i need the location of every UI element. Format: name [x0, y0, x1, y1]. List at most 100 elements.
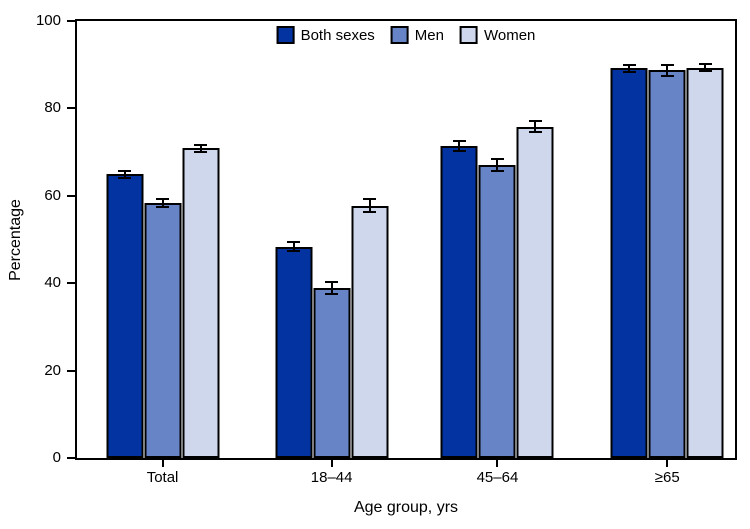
error-bar-cap-bottom: [325, 292, 339, 295]
y-axis-title: Percentage: [7, 199, 24, 281]
error-bar-cap-top: [698, 63, 712, 66]
error-bar-line: [496, 158, 499, 173]
legend-swatch: [276, 26, 295, 44]
error-bar-line: [292, 240, 295, 253]
error-bar: [660, 64, 674, 77]
y-tick-label: 40: [44, 274, 61, 292]
error-bar-cap-bottom: [287, 250, 301, 253]
error-bar: [194, 143, 208, 153]
y-tick-label: 0: [52, 449, 61, 466]
bar-group: [440, 21, 554, 458]
bar-group: [106, 21, 220, 458]
bar-men: [648, 64, 686, 458]
bar-group: [610, 21, 724, 458]
y-tick-mark: [67, 107, 75, 110]
bar-fill: [478, 165, 516, 458]
error-bar-cap-top: [660, 64, 674, 67]
error-bar: [528, 120, 542, 134]
error-bar-cap-bottom: [194, 150, 208, 153]
error-bar: [363, 198, 377, 214]
bar-men: [313, 280, 351, 458]
bar-women: [351, 198, 389, 458]
x-axis-title: Age group, yrs: [353, 499, 459, 516]
legend-item: Both sexes: [276, 26, 375, 44]
error-bar-cap-top: [118, 170, 132, 173]
x-tick-label: 18–44: [310, 469, 353, 486]
error-bar: [118, 170, 132, 179]
error-bar: [287, 240, 301, 253]
error-bar-cap-top: [287, 240, 301, 243]
error-bar-line: [199, 143, 202, 153]
bar-both-sexes: [440, 140, 478, 458]
error-bar-cap-top: [528, 120, 542, 123]
error-bar-line: [123, 170, 126, 179]
error-bar: [698, 63, 712, 73]
x-tick-mark: [161, 460, 164, 467]
error-bar-cap-bottom: [660, 74, 674, 77]
error-bar-cap-bottom: [622, 70, 636, 73]
x-tick-mark: [496, 460, 499, 467]
error-bar: [452, 140, 466, 152]
error-bar-cap-bottom: [118, 176, 132, 179]
bar-fill: [106, 174, 144, 458]
error-bar-cap-bottom: [490, 170, 504, 173]
error-bar-line: [161, 197, 164, 209]
y-tick-mark: [67, 282, 75, 285]
error-bar-line: [368, 198, 371, 214]
bar-men: [478, 158, 516, 458]
legend-label: Men: [414, 26, 444, 44]
bar-both-sexes: [610, 63, 648, 458]
bar-fill: [144, 202, 182, 458]
bar-fill: [610, 68, 648, 458]
error-bar: [156, 197, 170, 209]
bar-women: [516, 120, 554, 458]
bar-both-sexes: [106, 170, 144, 458]
error-bar-cap-bottom: [452, 149, 466, 152]
error-bar-cap-bottom: [363, 211, 377, 214]
x-tick-mark: [666, 460, 669, 467]
error-bar: [622, 63, 636, 73]
legend-swatch: [390, 26, 409, 44]
error-bar-cap-bottom: [156, 206, 170, 209]
y-tick-mark: [67, 457, 75, 459]
error-bar-line: [458, 140, 461, 152]
error-bar-cap-top: [363, 198, 377, 201]
y-tick-mark: [67, 20, 75, 22]
error-bar-cap-bottom: [698, 70, 712, 73]
bar-fill: [516, 126, 554, 458]
bar-fill: [275, 246, 313, 458]
bar-both-sexes: [275, 240, 313, 458]
error-bar-line: [704, 63, 707, 73]
bar-fill: [351, 205, 389, 458]
y-tick-label: 20: [44, 361, 61, 379]
bar-group: [275, 21, 389, 458]
y-tick-label: 80: [44, 99, 61, 117]
bar-fill: [648, 70, 686, 458]
legend-item: Men: [390, 26, 444, 44]
error-bar-cap-top: [156, 197, 170, 200]
legend-label: Both sexes: [300, 26, 375, 44]
error-bar-line: [330, 280, 333, 295]
error-bar-cap-top: [325, 280, 339, 283]
bar-fill: [686, 67, 724, 458]
error-bar-cap-top: [622, 63, 636, 66]
plot-area: Both sexes Men Women 0 20 40 60 80 100 Total 18–4…: [36, 13, 737, 486]
legend: Both sexes Men Women: [276, 26, 536, 44]
bar-fill: [313, 287, 351, 458]
error-bar-line: [534, 120, 537, 134]
legend-swatch: [459, 26, 478, 44]
bar-fill: [440, 145, 478, 458]
bar-women: [686, 63, 724, 458]
error-bar: [325, 280, 339, 295]
error-bar-cap-top: [194, 143, 208, 146]
error-bar-line: [666, 64, 669, 77]
error-bar-cap-bottom: [528, 131, 542, 134]
error-bar-cap-top: [452, 140, 466, 143]
x-tick-label: Total: [146, 469, 179, 486]
error-bar-line: [628, 63, 631, 73]
y-tick-mark: [67, 194, 75, 197]
legend-item: Women: [459, 26, 536, 44]
bar-women: [182, 143, 220, 458]
legend-label: Women: [483, 26, 536, 44]
